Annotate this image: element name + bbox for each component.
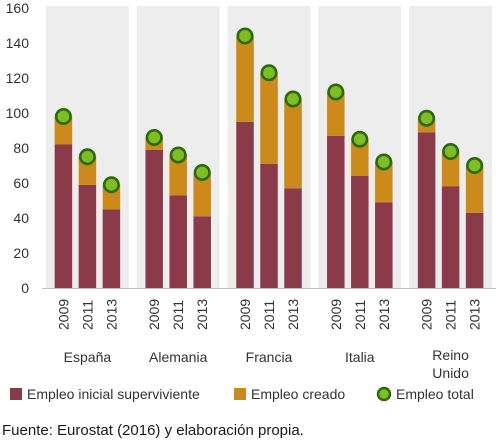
y-tick-label: 0 xyxy=(21,280,29,296)
x-year-label: 2013 xyxy=(285,299,301,330)
y-tick-label: 140 xyxy=(6,35,30,51)
y-tick-label: 40 xyxy=(13,210,29,226)
x-group-label: España xyxy=(64,349,112,365)
x-year-label: 2013 xyxy=(467,299,483,330)
x-year-label: 2009 xyxy=(237,299,253,330)
y-tick-label: 80 xyxy=(13,140,29,156)
total-employment-marker xyxy=(466,157,484,175)
stacked-bar-chart: 0 20 40 60 80 100 120 140 160 2009 2011 2013 España 2… xyxy=(6,0,496,402)
bar-surviving-employment xyxy=(236,121,254,288)
total-employment-marker xyxy=(375,153,393,171)
x-year-label: 2011 xyxy=(443,300,459,330)
y-tick-label: 100 xyxy=(6,105,30,121)
bar-created-employment xyxy=(441,151,460,187)
bar-surviving-employment xyxy=(145,149,163,288)
bar-created-employment xyxy=(236,36,254,122)
y-tick-label: 160 xyxy=(6,0,30,16)
bar-surviving-employment xyxy=(54,144,73,288)
total-employment-marker xyxy=(351,130,369,148)
bar-surviving-employment xyxy=(284,188,302,288)
bar-created-employment xyxy=(169,155,187,196)
bar-surviving-employment xyxy=(441,186,460,288)
x-year-label: 2009 xyxy=(55,299,71,330)
total-employment-marker xyxy=(102,176,120,194)
x-group-label: Italia xyxy=(345,349,375,365)
legend-swatch-surviving xyxy=(10,388,22,400)
x-year-label: 2013 xyxy=(194,299,210,330)
x-year-label: 2013 xyxy=(103,299,119,330)
x-year-label: 2013 xyxy=(376,299,392,330)
legend-marker-total xyxy=(376,386,392,402)
x-year-label: 2011 xyxy=(352,300,368,330)
y-tick-label: 60 xyxy=(13,175,29,191)
legend-label-created: Empleo creado xyxy=(251,386,345,402)
bar-created-employment xyxy=(193,172,211,217)
y-tick-label: 20 xyxy=(13,245,29,261)
bar-created-employment xyxy=(375,162,393,203)
x-year-label: 2011 xyxy=(261,300,277,330)
source-note: Fuente: Eurostat (2016) y elaboración pr… xyxy=(2,422,304,439)
bar-surviving-employment xyxy=(417,132,436,288)
bar-created-employment xyxy=(351,139,369,176)
y-tick-label: 120 xyxy=(6,70,30,86)
total-employment-marker xyxy=(78,148,96,166)
total-employment-marker xyxy=(236,27,254,45)
bar-surviving-employment xyxy=(260,163,278,288)
bar-created-employment xyxy=(465,165,484,213)
total-employment-marker xyxy=(284,90,302,108)
total-employment-marker xyxy=(193,164,211,182)
x-group-label: Unido xyxy=(432,365,469,381)
x-year-label: 2009 xyxy=(328,299,344,330)
bar-surviving-employment xyxy=(327,135,345,288)
bar-created-employment xyxy=(327,92,345,136)
x-year-label: 2009 xyxy=(419,299,435,330)
x-year-label: 2011 xyxy=(170,300,186,330)
x-year-label: 2009 xyxy=(146,299,162,330)
bar-surviving-employment xyxy=(169,195,187,288)
bar-created-employment xyxy=(260,72,278,164)
bar-surviving-employment xyxy=(193,216,211,288)
total-employment-marker xyxy=(145,129,163,147)
bar-surviving-employment xyxy=(102,209,121,288)
x-group-label: Francia xyxy=(246,349,293,365)
legend-label-surviving: Empleo inicial superviviente xyxy=(27,386,200,402)
total-employment-marker xyxy=(327,83,345,101)
bar-created-employment xyxy=(284,99,302,189)
legend-swatch-created xyxy=(234,388,246,400)
total-employment-marker xyxy=(260,64,278,82)
legend-label-total: Empleo total xyxy=(396,386,474,402)
x-group-label: Alemania xyxy=(149,349,208,365)
x-group-label: Reino xyxy=(432,347,469,363)
bar-surviving-employment xyxy=(465,212,484,288)
bar-surviving-employment xyxy=(351,176,369,288)
bar-surviving-employment xyxy=(375,202,393,288)
total-employment-marker xyxy=(169,146,187,164)
total-employment-marker xyxy=(418,109,436,127)
bar-surviving-employment xyxy=(78,184,97,288)
x-year-label: 2011 xyxy=(79,300,95,330)
total-employment-marker xyxy=(54,108,72,126)
total-employment-marker xyxy=(442,143,460,161)
